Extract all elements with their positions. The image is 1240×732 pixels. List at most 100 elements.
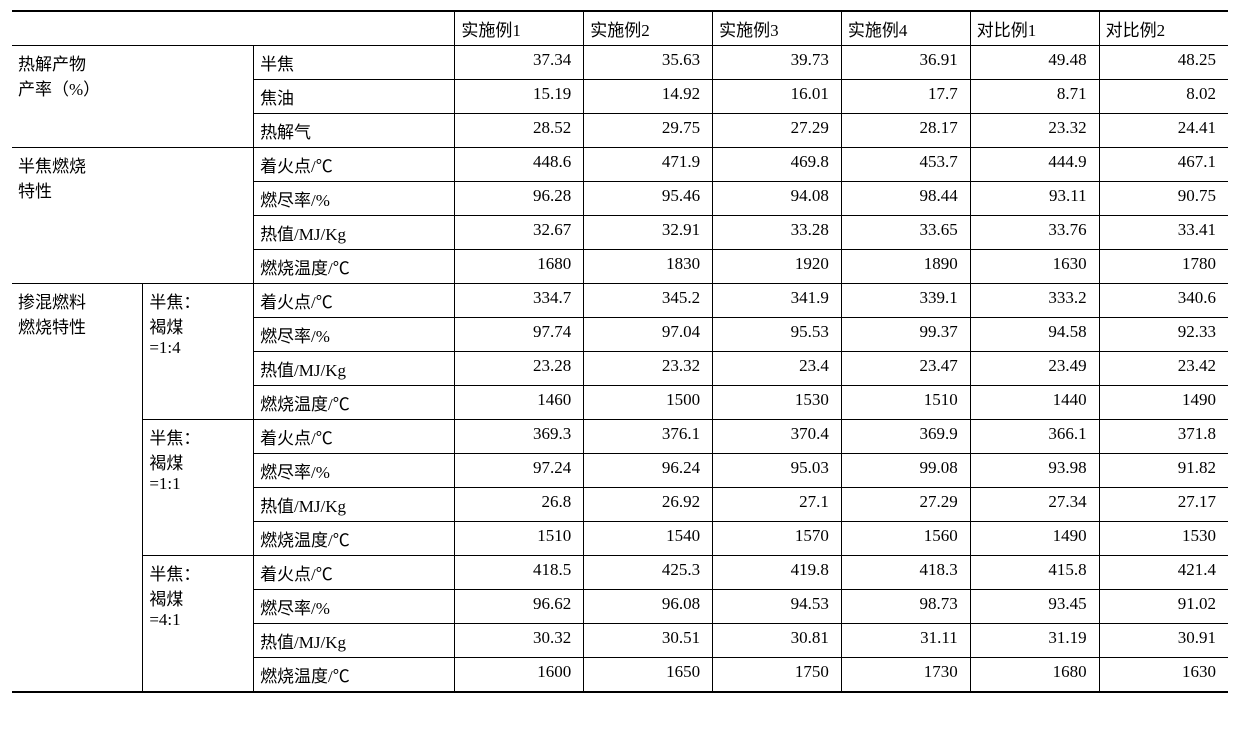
table-row: 掺混燃料 燃烧特性 半焦： 褐煤 =1:4 着火点/℃ 334.7 345.2 … [12, 284, 1228, 318]
cell: 98.73 [841, 590, 970, 624]
cell: 1680 [970, 658, 1099, 693]
row-label: 热值/MJ/Kg [254, 488, 455, 522]
cell: 98.44 [841, 182, 970, 216]
section-title-l1: 掺混燃料 [18, 293, 86, 312]
cell: 26.92 [584, 488, 713, 522]
cell: 369.3 [455, 420, 584, 454]
cell: 28.17 [841, 114, 970, 148]
cell: 30.81 [713, 624, 842, 658]
row-label: 燃尽率/% [254, 590, 455, 624]
section-title: 热解产物 产率（%） [12, 46, 143, 148]
cell: 1500 [584, 386, 713, 420]
section-title: 掺混燃料 燃烧特性 [12, 284, 143, 693]
row-label: 燃烧温度/℃ [254, 658, 455, 693]
col-header: 实施例2 [584, 11, 713, 46]
cell: 1600 [455, 658, 584, 693]
cell: 8.02 [1099, 80, 1228, 114]
cell: 95.46 [584, 182, 713, 216]
row-label: 热值/MJ/Kg [254, 352, 455, 386]
cell: 1830 [584, 250, 713, 284]
row-label: 着火点/℃ [254, 284, 455, 318]
cell: 33.41 [1099, 216, 1228, 250]
cell: 99.37 [841, 318, 970, 352]
cell: 469.8 [713, 148, 842, 182]
cell: 341.9 [713, 284, 842, 318]
cell: 8.71 [970, 80, 1099, 114]
row-label: 燃尽率/% [254, 454, 455, 488]
cell: 37.34 [455, 46, 584, 80]
cell: 1530 [1099, 522, 1228, 556]
ratio-l2: 褐煤 [149, 454, 183, 473]
cell: 93.11 [970, 182, 1099, 216]
cell: 99.08 [841, 454, 970, 488]
row-label: 热值/MJ/Kg [254, 624, 455, 658]
cell: 17.7 [841, 80, 970, 114]
ratio-l1: 半焦： [149, 565, 200, 584]
row-label: 着火点/℃ [254, 420, 455, 454]
cell: 94.58 [970, 318, 1099, 352]
cell: 453.7 [841, 148, 970, 182]
section-title-l2: 特性 [18, 182, 52, 201]
cell: 48.25 [1099, 46, 1228, 80]
cell: 1530 [713, 386, 842, 420]
cell: 28.52 [455, 114, 584, 148]
cell: 96.08 [584, 590, 713, 624]
cell: 421.4 [1099, 556, 1228, 590]
cell: 30.32 [455, 624, 584, 658]
cell: 33.65 [841, 216, 970, 250]
cell: 36.91 [841, 46, 970, 80]
cell: 23.47 [841, 352, 970, 386]
cell: 1730 [841, 658, 970, 693]
cell: 23.42 [1099, 352, 1228, 386]
cell: 333.2 [970, 284, 1099, 318]
ratio-l1: 半焦： [149, 429, 200, 448]
cell: 96.28 [455, 182, 584, 216]
table-row: 半焦燃烧 特性 着火点/℃ 448.6 471.9 469.8 453.7 44… [12, 148, 1228, 182]
cell: 23.28 [455, 352, 584, 386]
cell: 334.7 [455, 284, 584, 318]
cell: 1890 [841, 250, 970, 284]
cell: 23.4 [713, 352, 842, 386]
cell: 23.32 [970, 114, 1099, 148]
cell: 96.62 [455, 590, 584, 624]
cell: 15.19 [455, 80, 584, 114]
row-label: 热解气 [254, 114, 455, 148]
cell: 340.6 [1099, 284, 1228, 318]
cell: 471.9 [584, 148, 713, 182]
cell: 27.34 [970, 488, 1099, 522]
section-title-l1: 热解产物 [18, 55, 86, 74]
cell: 425.3 [584, 556, 713, 590]
cell: 92.33 [1099, 318, 1228, 352]
cell: 345.2 [584, 284, 713, 318]
cell: 376.1 [584, 420, 713, 454]
cell: 94.53 [713, 590, 842, 624]
cell: 1780 [1099, 250, 1228, 284]
cell: 90.75 [1099, 182, 1228, 216]
cell: 27.1 [713, 488, 842, 522]
cell: 366.1 [970, 420, 1099, 454]
cell: 97.24 [455, 454, 584, 488]
cell: 97.74 [455, 318, 584, 352]
cell: 33.28 [713, 216, 842, 250]
row-label: 半焦 [254, 46, 455, 80]
cell: 93.98 [970, 454, 1099, 488]
cell: 448.6 [455, 148, 584, 182]
cell: 29.75 [584, 114, 713, 148]
cell: 1460 [455, 386, 584, 420]
ratio-l3: =1:1 [149, 474, 180, 493]
cell: 370.4 [713, 420, 842, 454]
col-header: 实施例4 [841, 11, 970, 46]
cell: 1540 [584, 522, 713, 556]
cell: 1750 [713, 658, 842, 693]
section-title-l2: 产率（%） [18, 80, 100, 99]
cell: 23.32 [584, 352, 713, 386]
cell: 31.11 [841, 624, 970, 658]
table-row: 半焦： 褐煤 =4:1 着火点/℃ 418.5 425.3 419.8 418.… [12, 556, 1228, 590]
cell: 91.02 [1099, 590, 1228, 624]
ratio-label: 半焦： 褐煤 =1:4 [143, 284, 254, 420]
cell: 26.8 [455, 488, 584, 522]
cell: 1510 [841, 386, 970, 420]
cell: 1630 [970, 250, 1099, 284]
row-label: 燃尽率/% [254, 182, 455, 216]
cell: 339.1 [841, 284, 970, 318]
